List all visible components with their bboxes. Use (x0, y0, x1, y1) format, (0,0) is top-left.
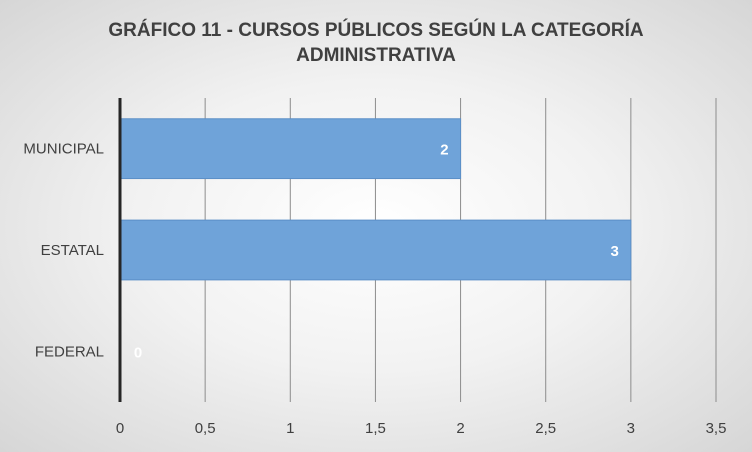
data-label: 3 (611, 243, 619, 260)
category-label: MUNICIPAL (23, 141, 104, 158)
chart-title: GRÁFICO 11 - CURSOS PÚBLICOS SEGÚN LA CA… (108, 20, 644, 66)
bar (119, 219, 632, 281)
x-tick-label: 3,5 (706, 420, 727, 437)
x-tick-label: 1 (286, 420, 294, 437)
category-label: FEDERAL (35, 343, 104, 360)
x-tick-label: 0,5 (195, 420, 216, 437)
x-tick-label: 2 (456, 420, 464, 437)
x-tick-label: 0 (116, 420, 124, 437)
x-tick-label: 3 (627, 420, 635, 437)
bar (119, 118, 462, 180)
x-tick-label: 1,5 (365, 420, 386, 437)
x-tick-label: 2,5 (535, 420, 556, 437)
data-label: 2 (440, 142, 448, 159)
category-label: ESTATAL (41, 242, 104, 259)
data-label: 0 (134, 344, 142, 361)
